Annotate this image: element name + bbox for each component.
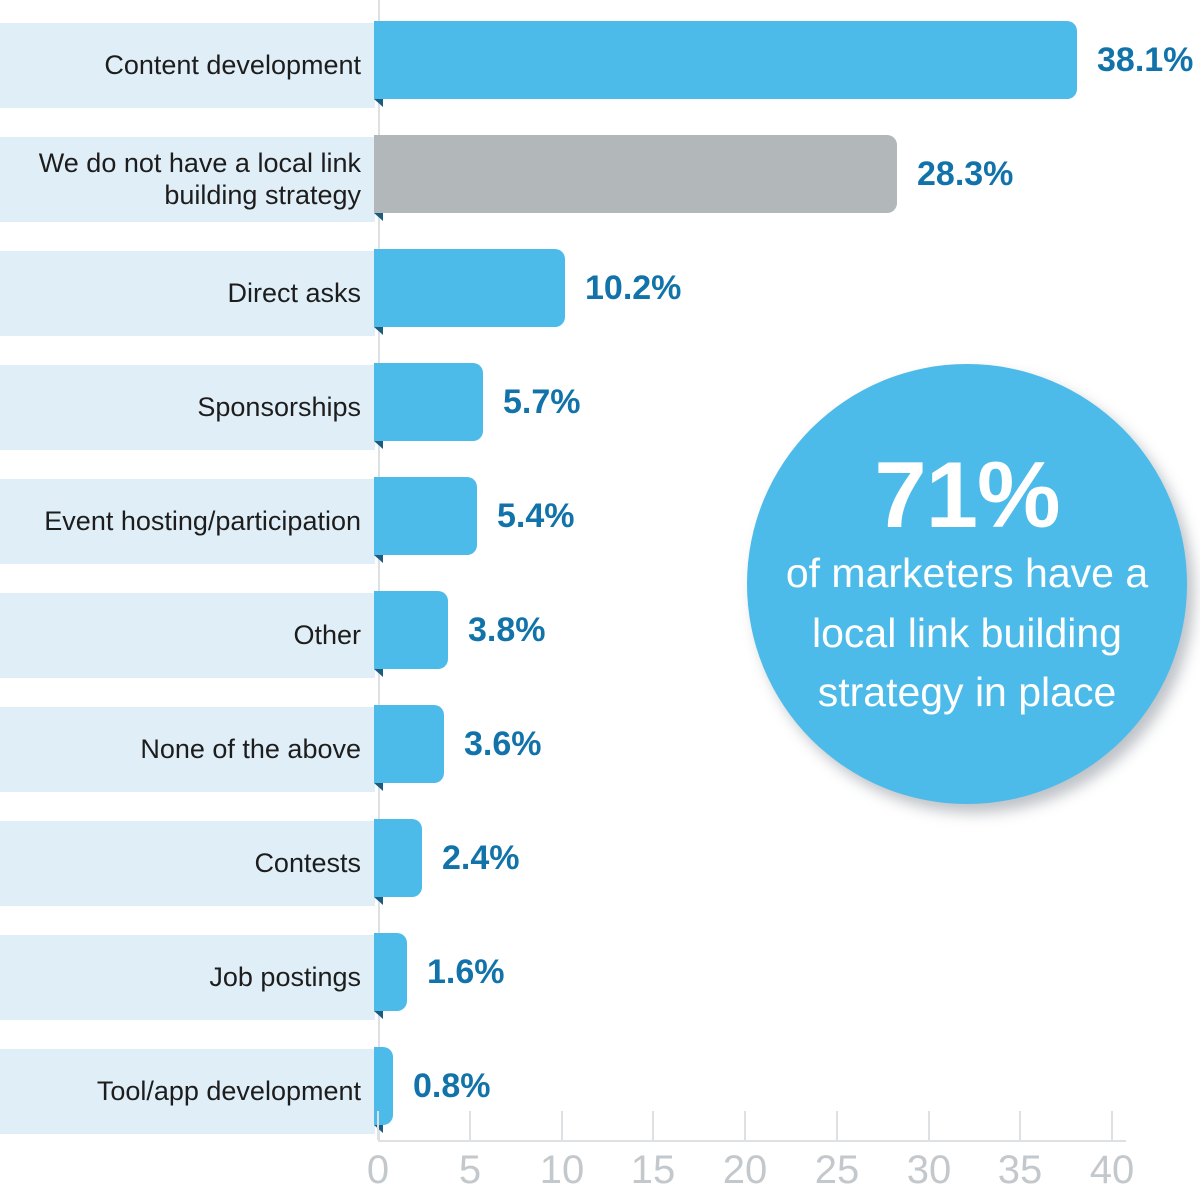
bar [374, 591, 448, 669]
category-label: Sponsorships [197, 391, 361, 422]
bar-fold [374, 783, 383, 791]
value-label: 28.3% [917, 155, 1014, 193]
category-band: Event hosting/participation [0, 479, 375, 564]
x-axis-tick [1019, 1111, 1021, 1140]
x-axis-tick [561, 1111, 563, 1140]
category-label: Other [293, 619, 361, 650]
bar-fold [374, 555, 383, 563]
stat-headline: 71% [874, 441, 1060, 547]
x-axis-tick-label: 10 [539, 1148, 585, 1192]
y-axis-baseline [378, 0, 380, 1142]
value-label: 5.4% [497, 497, 575, 535]
bar [374, 819, 422, 897]
category-label: Tool/app development [96, 1075, 361, 1106]
category-label: We do not have a local link building str… [38, 147, 361, 210]
category-band: Tool/app development [0, 1049, 375, 1134]
category-band: Job postings [0, 935, 375, 1020]
value-label: 3.8% [468, 611, 546, 649]
category-label: Event hosting/participation [44, 505, 361, 536]
bar [374, 705, 444, 783]
bar [374, 477, 477, 555]
x-axis-tick [836, 1111, 838, 1140]
stat-tagline-line: strategy in place [817, 669, 1117, 716]
value-label: 3.6% [464, 725, 542, 763]
stat-circle: 71% of marketers have a local link build… [747, 364, 1187, 804]
x-axis-tick [377, 1111, 379, 1140]
x-axis-tick [744, 1111, 746, 1140]
x-axis-tick [469, 1111, 471, 1140]
bar-fold [374, 327, 383, 335]
category-band: None of the above [0, 707, 375, 792]
value-label: 10.2% [585, 269, 682, 307]
bar [374, 135, 897, 213]
value-label: 5.7% [503, 383, 581, 421]
stat-tagline-line: local link building [812, 609, 1122, 656]
category-band: Other [0, 593, 375, 678]
stat-tagline-line: of marketers have a [785, 550, 1149, 597]
x-axis-tick-label: 0 [366, 1148, 390, 1192]
x-axis-tick-label: 25 [814, 1148, 860, 1192]
value-label: 2.4% [442, 839, 520, 877]
category-label: Contests [254, 847, 361, 878]
value-label: 1.6% [427, 953, 505, 991]
bar-fold [374, 669, 383, 677]
category-band: We do not have a local link building str… [0, 137, 375, 222]
x-axis-tick-label: 15 [630, 1148, 676, 1192]
x-axis-tick [928, 1111, 930, 1140]
x-axis-tick [1111, 1111, 1113, 1140]
category-band: Contests [0, 821, 375, 906]
category-label: Content development [104, 49, 361, 80]
bar-fold [374, 1011, 383, 1019]
bar-fold [374, 897, 383, 905]
x-axis-tick-label: 20 [722, 1148, 768, 1192]
bar [374, 933, 407, 1011]
value-label: 0.8% [413, 1067, 491, 1105]
x-axis-line [378, 1140, 1126, 1142]
bar-fold [374, 441, 383, 449]
x-axis-tick-label: 35 [997, 1148, 1043, 1192]
bar-fold [374, 99, 383, 107]
category-band: Content development [0, 23, 375, 108]
value-label: 38.1% [1097, 41, 1194, 79]
x-axis-tick-label: 30 [906, 1148, 952, 1192]
bar [374, 363, 483, 441]
x-axis-tick-label: 40 [1089, 1148, 1135, 1192]
bar [374, 249, 565, 327]
stat-tagline: of marketers have a local link building … [786, 544, 1148, 722]
bar [374, 21, 1077, 99]
x-axis-tick-label: 5 [458, 1148, 482, 1192]
category-label: Direct asks [227, 277, 361, 308]
category-label: None of the above [140, 733, 361, 764]
x-axis-tick [652, 1111, 654, 1140]
category-band: Direct asks [0, 251, 375, 336]
category-band: Sponsorships [0, 365, 375, 450]
bar-fold [374, 213, 383, 221]
category-label: Job postings [209, 961, 361, 992]
bar [374, 1047, 393, 1125]
